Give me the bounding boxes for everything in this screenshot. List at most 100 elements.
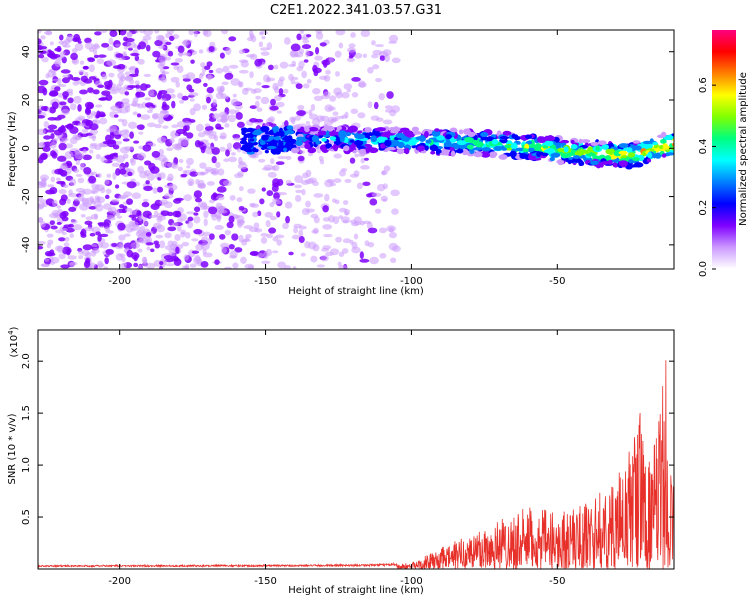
- heatmap-cell: [342, 200, 349, 205]
- snr-plot-frame: [37, 329, 675, 570]
- heatmap-cell: [207, 73, 212, 81]
- heatmap-cell: [79, 203, 89, 211]
- heatmap-cell: [277, 155, 288, 160]
- heatmap-cell: [155, 234, 164, 239]
- heatmap-cell: [160, 210, 170, 217]
- heatmap-cell: [400, 127, 410, 133]
- heatmap-cell: [84, 42, 94, 50]
- heatmap-cell: [73, 95, 82, 104]
- heatmap-cell: [341, 91, 350, 99]
- heatmap-cell: [77, 177, 85, 184]
- heatmap-cell: [319, 42, 327, 47]
- heatmap-cell: [338, 130, 347, 137]
- spectrogram-y-ticks: -40 -20 0 20 40: [21, 45, 674, 253]
- heatmap-cell: [145, 180, 150, 185]
- heatmap-cell: [356, 130, 363, 134]
- colorbar-tick-label: 0.2: [698, 200, 709, 216]
- heatmap-cell: [295, 83, 303, 90]
- heatmap-cell: [322, 205, 329, 213]
- heatmap-cell: [331, 198, 337, 203]
- heatmap-cell: [224, 123, 230, 128]
- heatmap-cell: [38, 44, 44, 51]
- heatmap-cell: [349, 139, 355, 143]
- heatmap-cell: [404, 147, 410, 155]
- heatmap-cell: [112, 172, 117, 180]
- heatmap-cell: [179, 99, 185, 104]
- heatmap-cell: [110, 105, 120, 111]
- heatmap-cell: [132, 111, 138, 116]
- heatmap-cell: [272, 178, 280, 186]
- heatmap-cell: [249, 202, 256, 207]
- heatmap-cell: [279, 61, 289, 69]
- heatmap-cell: [510, 143, 518, 150]
- heatmap-cell: [261, 260, 271, 264]
- heatmap-cell: [314, 55, 323, 61]
- heatmap-cell: [317, 130, 327, 136]
- heatmap-cell: [98, 30, 108, 34]
- heatmap-cell: [99, 117, 108, 125]
- heatmap-cell: [49, 41, 54, 46]
- heatmap-cell: [75, 159, 80, 166]
- heatmap-cell: [72, 224, 83, 231]
- heatmap-cell: [260, 47, 270, 51]
- heatmap-cell: [405, 132, 415, 138]
- heatmap-cell: [191, 238, 199, 242]
- heatmap-cell: [219, 233, 226, 240]
- heatmap-cell: [157, 92, 162, 100]
- heatmap-cell: [212, 113, 221, 120]
- heatmap-cell: [92, 47, 98, 56]
- heatmap-cell: [171, 100, 176, 109]
- heatmap-cell: [243, 143, 252, 150]
- heatmap-cell: [57, 155, 67, 162]
- heatmap-cell: [583, 149, 591, 154]
- heatmap-cell: [272, 250, 279, 254]
- heatmap-cell: [200, 261, 209, 268]
- heatmap-cell: [131, 192, 142, 200]
- heatmap-cell: [40, 263, 50, 268]
- heatmap-cell: [396, 148, 405, 155]
- heatmap-cell: [204, 65, 211, 71]
- heatmap-cell: [68, 223, 74, 228]
- heatmap-cell: [89, 232, 96, 237]
- heatmap-cell: [349, 239, 354, 245]
- colorbar-label: Normalized spectral amplitude: [738, 72, 749, 226]
- heatmap-cell: [88, 206, 97, 210]
- heatmap-cell: [301, 44, 312, 50]
- heatmap-cell: [253, 222, 260, 229]
- heatmap-cell: [237, 221, 243, 229]
- heatmap-cell: [189, 98, 195, 102]
- heatmap-cell: [176, 121, 186, 128]
- heatmap-cell: [171, 240, 178, 247]
- heatmap-cell: [95, 104, 103, 108]
- heatmap-cell: [138, 131, 144, 135]
- heatmap-cell: [131, 100, 138, 107]
- heatmap-cell: [154, 30, 160, 34]
- heatmap-cell: [95, 231, 101, 236]
- heatmap-cell: [493, 145, 503, 151]
- heatmap-cell: [313, 95, 323, 101]
- heatmap-cell: [215, 202, 223, 210]
- heatmap-cell: [120, 262, 127, 269]
- heatmap-cell: [164, 245, 173, 250]
- heatmap-cell: [171, 255, 179, 261]
- heatmap-cell: [167, 173, 174, 182]
- heatmap-cell: [563, 146, 569, 153]
- heatmap-cell: [106, 216, 116, 221]
- heatmap-cell: [135, 84, 141, 89]
- heatmap-cell: [136, 124, 145, 130]
- heatmap-cell: [294, 175, 304, 184]
- heatmap-cell: [66, 34, 75, 42]
- heatmap-cell: [80, 75, 89, 83]
- heatmap-cell: [126, 40, 136, 49]
- heatmap-cell: [136, 152, 147, 160]
- heatmap-cell: [254, 100, 260, 109]
- heatmap-cell: [345, 132, 352, 136]
- snr-y-tick-label: 1.5: [21, 405, 32, 421]
- heatmap-cell: [439, 151, 449, 156]
- heatmap-cell: [109, 86, 119, 95]
- heatmap-cell: [374, 44, 384, 48]
- heatmap-cell: [167, 226, 177, 232]
- heatmap-cell: [211, 213, 218, 221]
- heatmap-cell: [290, 43, 301, 52]
- heatmap-cell: [324, 193, 330, 202]
